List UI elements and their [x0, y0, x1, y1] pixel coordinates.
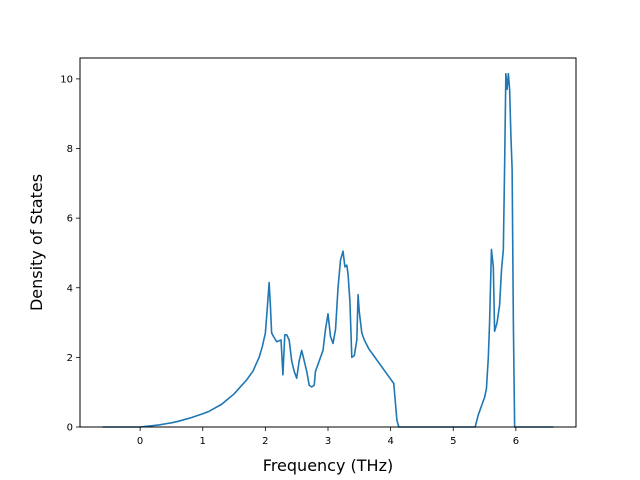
- y-tick-label: 8: [67, 144, 73, 155]
- x-tick-label: 3: [325, 436, 331, 447]
- x-axis-label: Frequency (THz): [263, 456, 393, 475]
- y-tick-label: 6: [67, 214, 73, 225]
- dos-series-line: [102, 72, 554, 428]
- y-tick-label: 2: [67, 353, 73, 364]
- x-tick-label: 5: [450, 436, 456, 447]
- y-axis-ticks: 0 2 4 6 8 10: [60, 74, 80, 434]
- x-tick-label: 1: [200, 436, 206, 447]
- x-tick-label: 0: [137, 436, 143, 447]
- series-layer: [102, 72, 554, 428]
- axes-frame: [79, 57, 577, 428]
- x-tick-label: 2: [262, 436, 268, 447]
- x-tick-label: 4: [387, 436, 393, 447]
- x-axis-ticks: 0 1 2 3 4 5 6: [137, 427, 519, 447]
- y-tick-label: 10: [60, 74, 73, 85]
- y-tick-label: 0: [67, 423, 73, 434]
- y-tick-label: 4: [67, 283, 73, 294]
- x-tick-label: 6: [513, 436, 519, 447]
- y-axis-label: Density of States: [27, 174, 46, 311]
